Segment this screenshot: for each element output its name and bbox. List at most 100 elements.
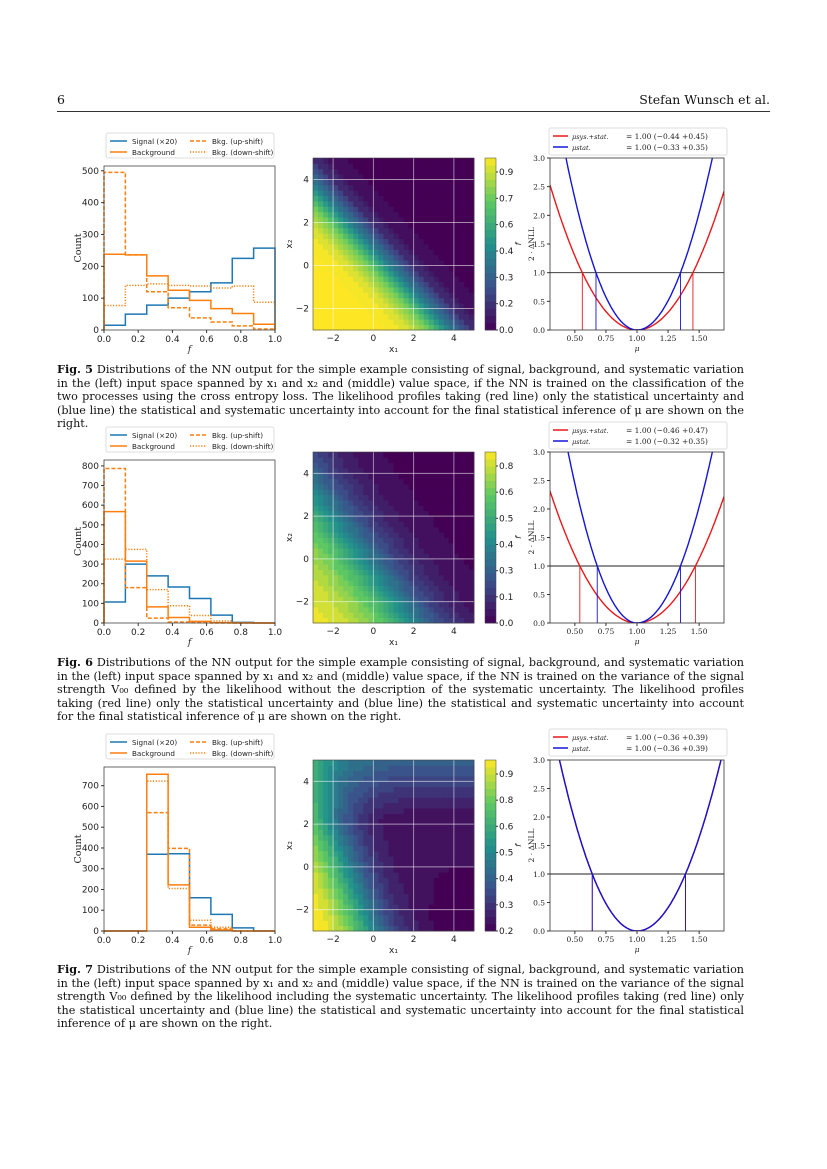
contour-cell [318, 797, 324, 804]
contour-cell [368, 281, 374, 288]
contour-cell [318, 526, 324, 533]
contour-cell [333, 564, 339, 570]
contour-cell [463, 206, 470, 213]
contour-cell [423, 292, 430, 299]
contour-cell [348, 297, 354, 304]
legend-value: = 1.00 (−0.33 +0.35) [626, 143, 708, 152]
contour-cell [348, 217, 354, 223]
contour-cell [418, 914, 425, 921]
contour-cell [358, 179, 364, 186]
colorbar-tick-label: 0.9 [499, 168, 514, 178]
contour-cell [458, 494, 465, 501]
contour-cell [333, 468, 339, 474]
contour-cell [423, 824, 430, 830]
contour-cell [398, 802, 404, 809]
figure-7-caption: Fig. 7 Distributions of the NN output fo… [57, 962, 744, 1031]
contour-cell [328, 308, 334, 315]
contour-cell [378, 500, 384, 506]
contour-cell [383, 227, 389, 234]
contour-cell [338, 596, 344, 603]
contour-cell [383, 898, 389, 905]
contour-cell [438, 861, 445, 868]
contour-cell [383, 254, 389, 261]
contour-cell [388, 473, 394, 480]
contour-cell [418, 861, 425, 868]
x-tick-label: 0.0 [97, 628, 112, 638]
contour-cell [328, 478, 334, 485]
contour-cell [323, 233, 329, 240]
contour-cell [463, 537, 470, 544]
contour-cell [413, 158, 420, 164]
contour-cell [463, 781, 470, 788]
contour-cell [408, 227, 415, 234]
contour-cell [423, 281, 430, 288]
contour-cell [428, 324, 435, 331]
contour-cell [458, 484, 465, 490]
contour-cell [403, 468, 409, 474]
contour-cell [368, 190, 374, 197]
contour-cell [458, 254, 465, 261]
contour-cell [323, 168, 329, 175]
contour-cell [353, 893, 359, 900]
contour-cell [338, 163, 344, 170]
contour-cell [373, 276, 379, 283]
contour-cell [423, 606, 430, 613]
contour-cell [318, 585, 324, 592]
contour-cell [358, 606, 364, 613]
contour-cell [428, 244, 435, 250]
contour-cell [358, 319, 364, 326]
contour-cell [458, 201, 465, 207]
contour-cell [428, 856, 435, 862]
contour-cell [448, 468, 455, 474]
figure-label: Fig. 6 [57, 655, 93, 669]
contour-cell [438, 850, 445, 857]
contour-cell [393, 813, 399, 820]
contour-cell [453, 163, 460, 170]
contour-cell [363, 596, 369, 603]
contour-cell [348, 776, 354, 782]
contour-cell [428, 792, 435, 798]
contour-cell [458, 313, 465, 320]
contour-cell [393, 179, 399, 186]
contour-cell [348, 484, 354, 490]
contour-cell [458, 521, 465, 528]
contour-cell [428, 781, 435, 788]
plot-frame [312, 157, 475, 331]
contour-cell [343, 866, 349, 873]
histogram-chart: 0.0 0.2 0.4 0.6 0.8 1.00100200300400500fCount… [73, 132, 282, 355]
contour-cell [393, 548, 399, 554]
contour-cell [333, 244, 339, 250]
contour-cell [398, 877, 404, 884]
contour-cell [388, 850, 394, 857]
contour-cell [458, 845, 465, 852]
contour-cell [323, 893, 329, 900]
contour-cell [358, 829, 364, 836]
contour-cell [433, 840, 440, 846]
contour-cell [378, 765, 384, 772]
contour-cell [408, 786, 415, 793]
contour-cell [313, 760, 319, 766]
contour-cell [398, 612, 404, 619]
contour-cell [383, 781, 389, 788]
y-axis-label: 2 · ΔNLL [527, 521, 536, 555]
contour-cell [438, 526, 445, 533]
contour-cell [408, 324, 415, 331]
contour-cell [383, 201, 389, 207]
contour-cell [353, 521, 359, 528]
contour-cell [408, 260, 415, 266]
contour-cell [363, 808, 369, 814]
contour-cell [353, 313, 359, 320]
contour-cell [353, 244, 359, 250]
contour-cell [328, 265, 334, 272]
contour-cell [468, 526, 475, 533]
contour-cell [318, 802, 324, 809]
contour-cell [353, 270, 359, 277]
contour-cell [318, 548, 324, 554]
contour-cell [328, 617, 334, 624]
colorbar-segment [485, 909, 496, 918]
contour-cell [333, 233, 339, 240]
contour-cell [373, 920, 379, 927]
contour-cell [418, 313, 425, 320]
contour-cell [323, 324, 329, 331]
contour-cell [468, 516, 475, 522]
